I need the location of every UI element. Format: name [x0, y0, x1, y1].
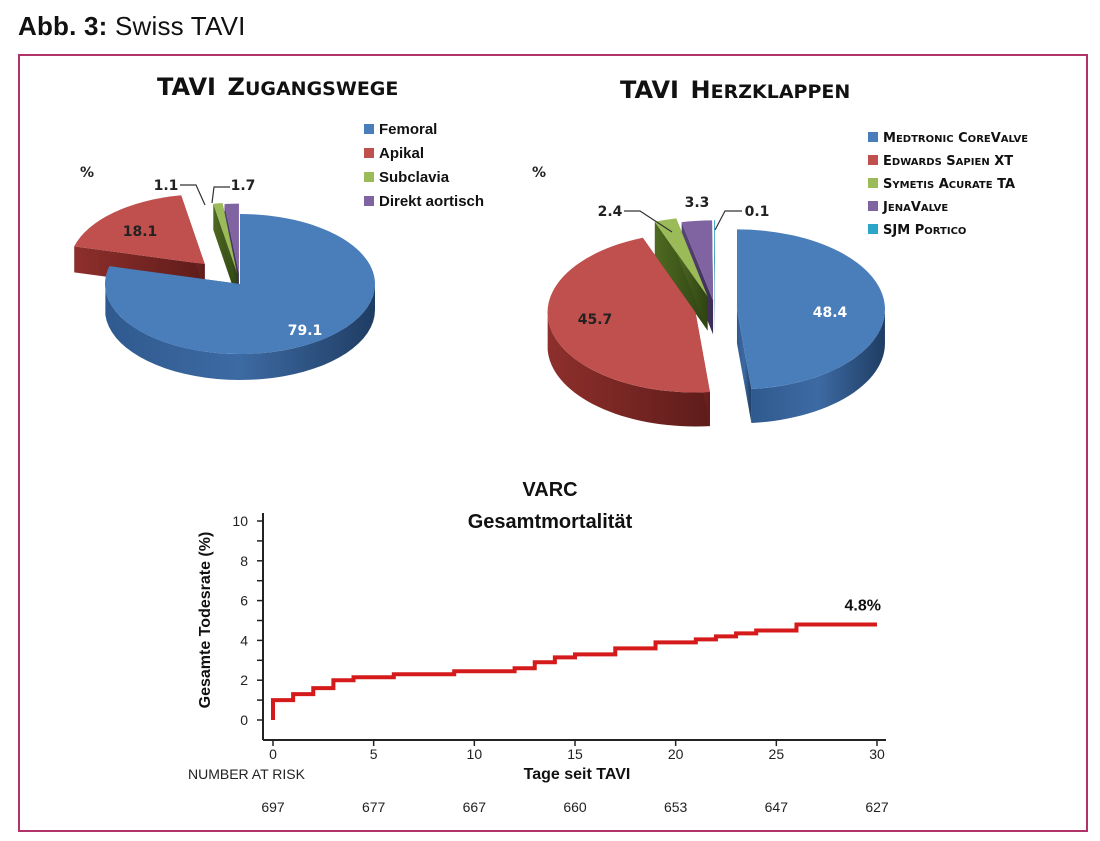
x-tick-label: 25: [769, 746, 785, 762]
pie-value-label-jenavalve: 3.3: [685, 195, 710, 211]
pie-value-label-symetis-acurate-ta: 2.4: [598, 204, 623, 220]
pie-value-label-edwards-sapien-xt: 45.7: [578, 312, 613, 328]
y-tick-label: 4: [240, 632, 248, 648]
legend-item-edwards-sapien-xt: EDWARDS SAPIEN XT: [883, 154, 1013, 169]
pie-slice-edwards-sapien-xt: [547, 237, 710, 427]
x-tick-label: 10: [467, 746, 483, 762]
number-at-risk-value: 627: [865, 799, 889, 815]
pie-slice-cut-wall: [714, 220, 715, 335]
y-tick-label: 0: [240, 712, 248, 728]
legend-swatch-femoral: [364, 124, 374, 134]
pie-slice-top-sjm-portico: [714, 220, 715, 301]
leader-line: [624, 210, 673, 233]
pie-slice-top-edwards-sapien-xt: [547, 237, 710, 393]
x-tick-label: 0: [269, 746, 277, 762]
figure-frame: [18, 54, 1088, 832]
pie-slice-sjm-portico: [714, 220, 715, 335]
pie1-legend: Femoral Apikal Subclavia Direkt aortisch: [364, 121, 484, 210]
pie-slice-symetis-acurate-ta: [654, 218, 708, 331]
number-at-risk-value: 660: [563, 799, 587, 815]
number-at-risk-value: 697: [261, 799, 285, 815]
pie-slice-top-jenavalve: [681, 220, 714, 301]
y-tick-label: 2: [240, 672, 248, 688]
pie-slice-top-femoral: [105, 214, 376, 354]
pie-slice-side: [105, 284, 375, 380]
leader-line: [714, 210, 742, 231]
x-axis-title: Tage seit TAVI: [524, 766, 631, 783]
pie-value-label-subclavia: 1.1: [154, 178, 179, 194]
legend-swatch-direkt-aortisch: [364, 196, 374, 206]
number-at-risk-value: 653: [664, 799, 688, 815]
legend-swatch-symetis-acurate-ta: [868, 178, 878, 188]
pie2-legend: MEDTRONIC COREVALVE EDWARDS SAPIEN XT SYME…: [868, 131, 1028, 238]
pie-slice-cut-wall: [213, 203, 237, 299]
leader-line: [180, 184, 206, 206]
pie-slice-top-subclavia: [213, 203, 237, 273]
number-at-risk-value: 667: [463, 799, 487, 815]
y-tick-label: 10: [232, 513, 248, 529]
km-end-annotation: 4.8%: [845, 597, 881, 614]
pie-value-label-femoral: 79.1: [288, 323, 323, 339]
y-axis-title: Gesamte Todesrate (%): [197, 532, 214, 709]
legend-swatch-apikal: [364, 148, 374, 158]
legend-item-subclavia: Subclavia: [379, 169, 450, 186]
pie-slice-medtronic-corevalve: [736, 229, 885, 424]
km-title: VARC: [522, 479, 577, 501]
pie-slice-subclavia: [213, 203, 237, 299]
y-tick-label: 6: [240, 593, 248, 609]
number-at-risk-value: 677: [362, 799, 386, 815]
x-tick-label: 30: [869, 746, 885, 762]
pie-slice-femoral: [105, 214, 376, 380]
legend-swatch-subclavia: [364, 172, 374, 182]
legend-item-apikal: Apikal: [379, 145, 424, 162]
legend-item-femoral: Femoral: [379, 121, 437, 138]
pie-value-label-sjm-portico: 0.1: [745, 204, 770, 220]
legend-item-symetis-acurate-ta: SYMETIS ACURATE TA: [883, 177, 1015, 192]
y-tick-label: 8: [240, 553, 248, 569]
x-tick-label: 5: [370, 746, 378, 762]
legend-swatch-sjm-portico: [868, 224, 878, 234]
number-at-risk-value: 647: [765, 799, 789, 815]
x-tick-label: 15: [567, 746, 583, 762]
km-chart: VARC Gesamtmortalität Gesamte Todesrate …: [188, 479, 889, 815]
leader-line: [211, 186, 230, 204]
figure-title: Swiss TAVI: [114, 11, 246, 41]
legend-item-sjm-portico: SJM PORTICO: [883, 223, 966, 238]
pie-slice-top-symetis-acurate-ta: [654, 218, 708, 297]
pie-chart-herzklappen: TAVI HERZKLAPPEN % 48.4 45.7 2.4 3.3 0.1 MED…: [532, 76, 1028, 427]
pie1-unit-label: %: [80, 165, 94, 181]
pie-slice-side: [751, 309, 885, 424]
legend-swatch-jenavalve: [868, 201, 878, 211]
pie1-title: TAVI ZUGANGSWEGE: [157, 73, 398, 101]
x-tick-label: 20: [668, 746, 684, 762]
pie-value-label-apikal: 18.1: [123, 224, 158, 240]
km-curve-gesamtmortalit-t: [271, 622, 877, 720]
pie2-unit-label: %: [532, 165, 546, 181]
pie-slice-cut-wall: [654, 221, 708, 331]
legend-item-jenavalve: JENAVALVE: [882, 200, 948, 215]
pie-slice-top-apikal: [74, 195, 205, 265]
pie-chart-zugangswege: TAVI ZUGANGSWEGE % 79.1 18.1 1.1 1.7 Femora…: [74, 73, 484, 380]
km-subtitle: Gesamtmortalität: [468, 511, 633, 533]
pie-slice-side: [547, 315, 710, 427]
pie-value-label-direkt-aortisch: 1.7: [231, 178, 256, 194]
number-at-risk-label: NUMBER AT RISK: [188, 766, 306, 782]
pie-slice-top-direkt-aortisch: [224, 203, 239, 274]
pie-value-label-medtronic-corevalve: 48.4: [813, 305, 848, 321]
pie-slice-top-medtronic-corevalve: [736, 229, 885, 390]
legend-item-medtronic-corevalve: MEDTRONIC COREVALVE: [883, 131, 1028, 146]
legend-item-direkt-aortisch: Direkt aortisch: [379, 193, 484, 210]
legend-swatch-edwards-sapien-xt: [868, 155, 878, 165]
legend-swatch-medtronic-corevalve: [868, 132, 878, 142]
pie2-title: TAVI HERZKLAPPEN: [620, 76, 850, 104]
figure-number: Abb. 3:: [18, 11, 108, 41]
pie-slice-cut-wall: [736, 309, 752, 424]
figure-caption: Abb. 3: Swiss TAVI: [18, 10, 246, 42]
